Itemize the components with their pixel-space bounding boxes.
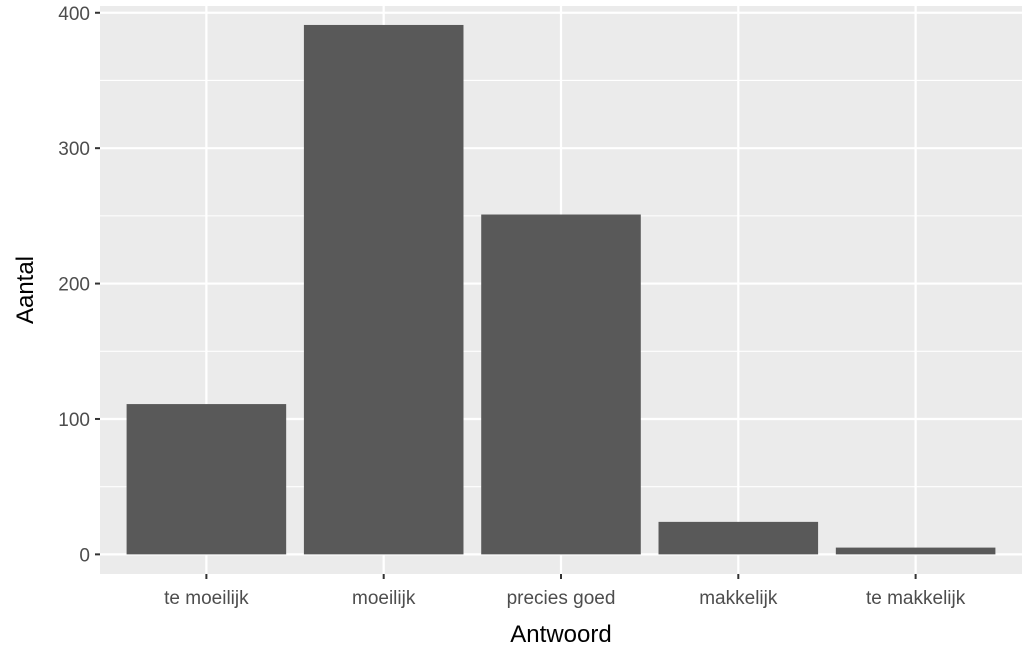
- x-tick-label: moeilijk: [352, 588, 416, 609]
- y-tick-label: 0: [79, 545, 90, 566]
- x-tick-label: te makkelijk: [866, 588, 966, 609]
- bar-2: [481, 215, 641, 555]
- y-axis-title: Aantal: [12, 256, 39, 324]
- bar-1: [304, 25, 464, 554]
- y-tick-label: 100: [58, 410, 90, 431]
- bar-4: [836, 548, 996, 555]
- x-tick-label: makkelijk: [699, 588, 778, 609]
- bar-3: [659, 522, 819, 554]
- y-tick-label: 300: [58, 139, 90, 160]
- x-axis-title: Antwoord: [510, 621, 611, 648]
- x-tick-label: precies goed: [507, 588, 616, 609]
- x-tick-label: te moeilijk: [164, 588, 249, 609]
- y-tick-label: 400: [58, 4, 90, 25]
- y-tick-label: 200: [58, 275, 90, 296]
- bar-0: [127, 404, 287, 554]
